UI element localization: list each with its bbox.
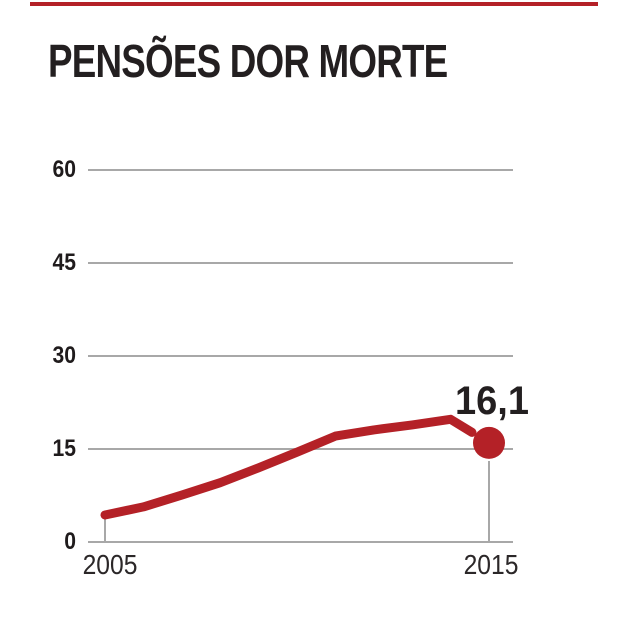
gridline-30 [88, 355, 513, 357]
y-axis-label-0: 0 [64, 528, 76, 555]
data-label-2015: 16,1 [455, 379, 529, 423]
gridline-45 [88, 262, 513, 264]
data-line [100, 414, 477, 520]
x-tick-2005 [104, 517, 106, 543]
top-accent-rule [30, 2, 598, 6]
y-axis-label-45: 45 [52, 249, 76, 276]
y-axis-label-60: 60 [52, 156, 76, 183]
axis-baseline [88, 541, 513, 543]
y-axis-label-30: 30 [52, 342, 76, 369]
chart-title: PENSÕES DOR MORTE [48, 35, 448, 87]
annotation-leader-line [488, 461, 490, 541]
data-point-2015 [473, 426, 505, 459]
x-axis-label-2005: 2005 [82, 549, 138, 580]
gridline-60 [88, 169, 513, 171]
x-axis-label-2015: 2015 [463, 549, 519, 580]
y-axis-label-15: 15 [52, 435, 76, 462]
